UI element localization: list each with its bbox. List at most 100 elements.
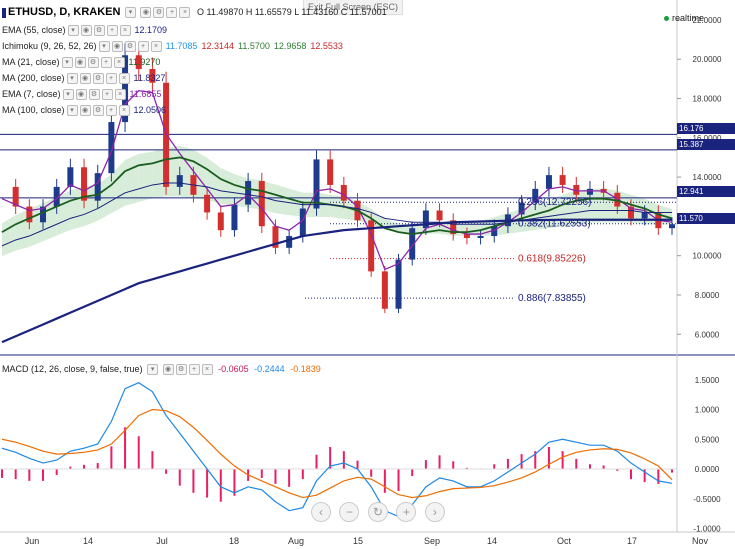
macd-value-1: -0.2444 xyxy=(254,364,285,374)
candle-body xyxy=(381,271,388,309)
settings-icon[interactable]: ⚙ xyxy=(92,105,104,117)
dropdown-chevron-icon[interactable]: ▾ xyxy=(66,73,78,85)
eye-icon[interactable]: ◉ xyxy=(80,25,92,37)
cloud-segment xyxy=(234,174,249,208)
dropdown-chevron-icon[interactable]: ▾ xyxy=(67,25,79,37)
settings-icon[interactable]: ⚙ xyxy=(124,41,136,53)
indicator-value: 12.9658 xyxy=(273,41,307,51)
candle-body xyxy=(368,220,375,272)
realtime-dot-icon xyxy=(664,16,669,22)
settings-icon[interactable]: ⚙ xyxy=(88,89,100,101)
scroll-left-button[interactable]: ‹ xyxy=(311,502,331,522)
eye-icon[interactable]: ◉ xyxy=(79,105,91,117)
close-icon[interactable]: × xyxy=(114,89,126,101)
macd-dropdown-icon[interactable]: ▾ xyxy=(147,364,159,376)
time-tick-label: 17 xyxy=(627,536,637,546)
zoom-out-button[interactable]: − xyxy=(339,502,360,522)
eye-icon[interactable]: ◉ xyxy=(111,41,123,53)
time-tick-label: Sep xyxy=(424,536,440,546)
time-tick-label: Aug xyxy=(288,536,304,546)
cloud-segment xyxy=(220,168,235,206)
add-icon[interactable]: + xyxy=(106,25,118,37)
macd-close-icon[interactable]: × xyxy=(201,364,213,376)
dropdown-chevron-icon[interactable]: ▾ xyxy=(66,105,78,117)
dropdown-chevron-icon[interactable]: ▾ xyxy=(124,7,136,19)
cloud-segment xyxy=(111,159,126,214)
add-icon[interactable]: + xyxy=(166,7,178,19)
dropdown-chevron-icon[interactable]: ▾ xyxy=(61,57,73,69)
candle-body xyxy=(135,55,142,70)
close-icon[interactable]: × xyxy=(118,73,130,85)
close-icon[interactable]: × xyxy=(113,57,125,69)
candle-body xyxy=(491,226,498,237)
macd-tick-label: 1.0000 xyxy=(695,406,720,415)
candle-body xyxy=(204,194,211,213)
eye-icon[interactable]: ◉ xyxy=(74,57,86,69)
macd-settings-icon[interactable]: ⚙ xyxy=(175,364,187,376)
dropdown-chevron-icon[interactable]: ▾ xyxy=(98,41,110,53)
indicator-legend-row: MA (21, close) ▾ ◉ ⚙ + × 11.9270 xyxy=(2,55,160,69)
indicator-label: Ichimoku (9, 26, 52, 26) xyxy=(2,41,97,51)
signal-line xyxy=(1,408,673,499)
ichimoku-cloud xyxy=(2,145,672,257)
candle-body xyxy=(409,228,416,260)
cloud-segment xyxy=(521,204,536,232)
exit-fullscreen-button[interactable]: Exit Full Screen (ESC) xyxy=(303,0,404,15)
macd-label: MACD (12, 26, close, 9, false, true) xyxy=(2,364,143,374)
add-icon[interactable]: + xyxy=(105,105,117,117)
close-icon[interactable]: × xyxy=(119,25,131,37)
cloud-segment xyxy=(357,200,372,225)
close-icon[interactable]: × xyxy=(118,105,130,117)
candle-body xyxy=(53,186,60,207)
settings-icon[interactable]: ⚙ xyxy=(153,7,165,19)
candle-body xyxy=(299,208,306,237)
macd-lines xyxy=(0,382,677,518)
macd-tick-label: -0.5000 xyxy=(693,495,721,504)
eye-icon[interactable]: ◉ xyxy=(140,7,152,19)
price-tick-label: 8.0000 xyxy=(695,291,720,300)
candle-body xyxy=(627,206,634,219)
ohlc-values: O 11.49870 H 11.65579 L 11.43160 C 11.57… xyxy=(197,7,387,17)
settings-icon[interactable]: ⚙ xyxy=(93,25,105,37)
price-tag-12: 12.941 xyxy=(677,186,735,197)
indicator-value: 11.9270 xyxy=(128,57,161,67)
indicator-value: 11.5700 xyxy=(237,41,270,51)
indicator-label: MA (21, close) xyxy=(2,57,60,67)
symbol-title: ETHUSD, D, KRAKEN xyxy=(8,6,121,18)
candle-body xyxy=(450,220,457,235)
macd-axis-ticks: 1.5000 1.0000 0.5000 0.0000 -0.5000 -1.0000 xyxy=(693,376,721,534)
indicator-label: EMA (7, close) xyxy=(2,89,61,99)
indicator-value: 11.8327 xyxy=(133,73,166,83)
close-icon[interactable]: × xyxy=(150,41,162,53)
dropdown-chevron-icon[interactable]: ▾ xyxy=(62,89,74,101)
candle-body xyxy=(641,212,648,219)
add-icon[interactable]: + xyxy=(100,57,112,69)
indicator-legend-row: EMA (55, close) ▾ ◉ ⚙ + × 12.1709 xyxy=(2,23,167,37)
symbol-header: ETHUSD, D, KRAKEN ▾ ◉ ⚙ + × O 11.49870 H 11… xyxy=(2,5,387,19)
candle-body xyxy=(12,186,19,207)
indicator-value: 12.1709 xyxy=(134,25,168,35)
add-icon[interactable]: + xyxy=(105,73,117,85)
eye-icon[interactable]: ◉ xyxy=(75,89,87,101)
indicator-value: 12.3144 xyxy=(201,41,234,51)
settings-icon[interactable]: ⚙ xyxy=(92,73,104,85)
indicator-value: 11.7085 xyxy=(165,41,198,51)
candle-body xyxy=(340,184,347,201)
indicator-legend-row: MA (100, close) ▾ ◉ ⚙ + × 12.0506 xyxy=(2,103,166,117)
scroll-right-button[interactable]: › xyxy=(424,502,445,522)
macd-add-icon[interactable]: + xyxy=(188,364,200,376)
eye-icon[interactable]: ◉ xyxy=(79,73,91,85)
price-tick-label: 6.0000 xyxy=(695,330,720,339)
close-icon[interactable]: × xyxy=(179,7,191,19)
macd-tick-label: 0.5000 xyxy=(695,435,720,444)
settings-icon[interactable]: ⚙ xyxy=(87,57,99,69)
candle-body xyxy=(258,181,265,227)
price-tag-15: 15.387 xyxy=(677,139,735,150)
add-icon[interactable]: + xyxy=(137,41,149,53)
zoom-in-button[interactable]: + xyxy=(396,502,417,522)
add-icon[interactable]: + xyxy=(101,89,113,101)
macd-eye-icon[interactable]: ◉ xyxy=(162,364,174,376)
candle-body xyxy=(81,167,88,201)
reset-button[interactable]: ↻ xyxy=(367,502,388,522)
